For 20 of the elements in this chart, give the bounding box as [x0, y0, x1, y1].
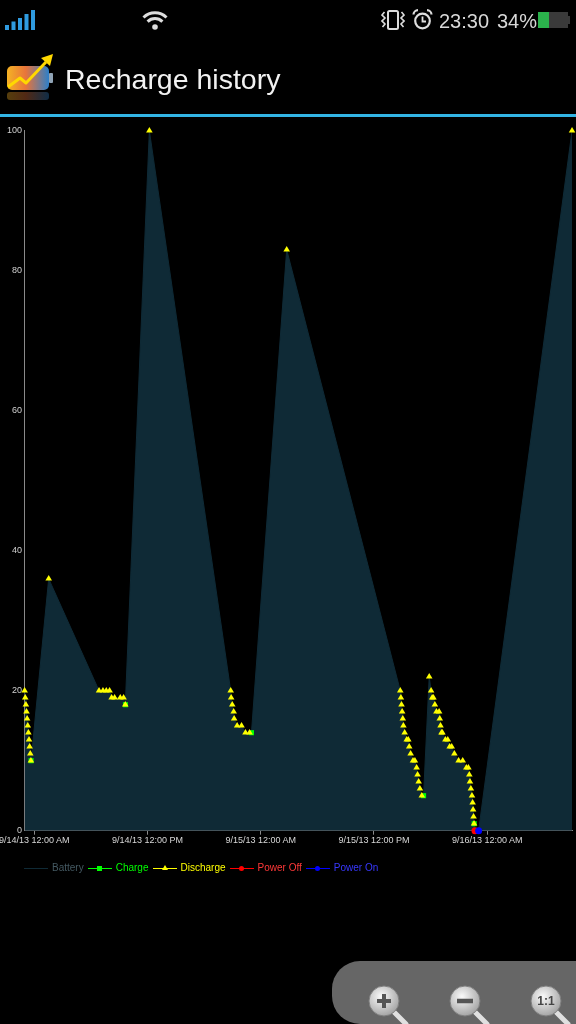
text: 23:30 — [439, 10, 490, 33]
y-tick-label: 60 — [11, 405, 22, 416]
chart-title: Recharge history — [65, 62, 281, 96]
x-tick-label: 9/15/13 12:00 PM — [338, 834, 410, 845]
legend-label: Charge — [115, 862, 149, 874]
y-tick-label: 80 — [11, 265, 22, 276]
text: 1:1 — [536, 993, 556, 1009]
legend-label: Power Off — [257, 862, 302, 874]
y-tick-label: 0 — [16, 825, 22, 836]
legend-label: Power On — [333, 862, 379, 874]
x-tick-label: 9/14/13 12:00 AM — [0, 834, 70, 845]
y-tick-label: 20 — [11, 685, 22, 696]
x-tick-label: 9/14/13 12:00 PM — [111, 834, 184, 845]
x-tick-label: 9/16/13 12:00 AM — [451, 834, 523, 845]
y-tick-label: 40 — [11, 545, 22, 556]
text: 34% — [497, 10, 538, 33]
x-tick-label: 9/15/13 12:00 AM — [225, 834, 297, 845]
legend-label: Discharge — [180, 862, 226, 874]
legend-label: Battery — [52, 862, 84, 874]
y-tick-label: 100 — [6, 125, 22, 136]
